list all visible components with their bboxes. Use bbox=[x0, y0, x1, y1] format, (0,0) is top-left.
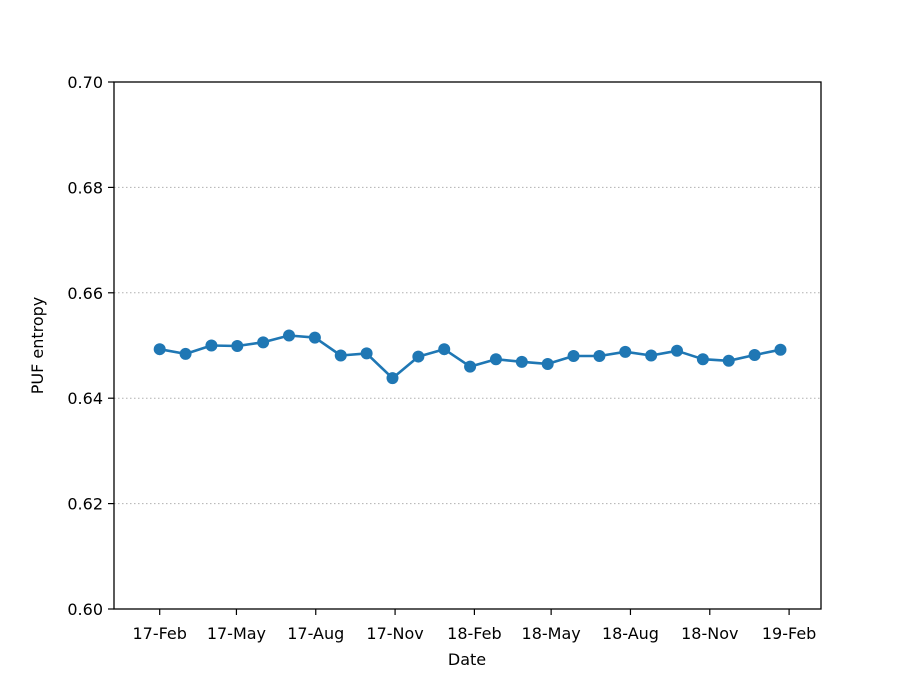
x-axis-label: Date bbox=[448, 650, 486, 669]
gridlines bbox=[114, 186, 821, 505]
data-point bbox=[748, 348, 761, 361]
data-point bbox=[567, 350, 580, 363]
x-tick-label: 18-Feb bbox=[447, 624, 501, 643]
x-tick-label: 18-May bbox=[522, 624, 581, 643]
data-point bbox=[464, 360, 477, 373]
x-tick-label: 17-Aug bbox=[287, 624, 344, 643]
data-point bbox=[283, 329, 296, 342]
y-tick-label: 0.70 bbox=[67, 73, 103, 92]
data-point bbox=[308, 331, 321, 344]
data-point bbox=[412, 350, 425, 363]
data-points bbox=[153, 329, 787, 385]
x-tick-label: 18-Aug bbox=[602, 624, 659, 643]
x-tick-label: 17-May bbox=[207, 624, 266, 643]
y-tick-label: 0.62 bbox=[67, 495, 103, 514]
y-tick-label: 0.64 bbox=[67, 389, 103, 408]
data-point bbox=[671, 344, 684, 357]
data-point bbox=[153, 343, 166, 356]
y-axis-label: PUF entropy bbox=[28, 297, 47, 395]
plot-frame bbox=[113, 81, 822, 610]
x-tick-label: 18-Nov bbox=[681, 624, 738, 643]
data-point bbox=[593, 350, 606, 363]
data-point bbox=[360, 347, 373, 360]
data-point bbox=[619, 345, 632, 358]
data-point bbox=[334, 349, 347, 362]
data-point bbox=[696, 353, 709, 366]
data-point bbox=[386, 372, 399, 385]
data-point bbox=[541, 357, 554, 370]
data-point bbox=[489, 353, 502, 366]
x-tick-label: 17-Feb bbox=[132, 624, 186, 643]
x-tick-label: 17-Nov bbox=[366, 624, 423, 643]
data-point bbox=[722, 354, 735, 367]
data-point bbox=[774, 343, 787, 356]
y-tick-label: 0.68 bbox=[67, 178, 103, 197]
data-point bbox=[205, 339, 218, 352]
data-point bbox=[179, 347, 192, 360]
data-point bbox=[438, 343, 451, 356]
data-point bbox=[515, 355, 528, 368]
data-point bbox=[645, 349, 658, 362]
data-point bbox=[257, 336, 270, 349]
x-tick-label: 19-Feb bbox=[762, 624, 816, 643]
y-tick-label: 0.66 bbox=[67, 284, 103, 303]
x-axis: 17-Feb 17-May 17-Aug 17-Nov 18-Feb 18-May 18-A… bbox=[132, 609, 816, 643]
data-point bbox=[231, 340, 244, 353]
y-tick-label: 0.60 bbox=[67, 600, 103, 619]
y-axis: 0.60 0.62 0.64 0.66 0.68 0.70 bbox=[67, 73, 114, 619]
